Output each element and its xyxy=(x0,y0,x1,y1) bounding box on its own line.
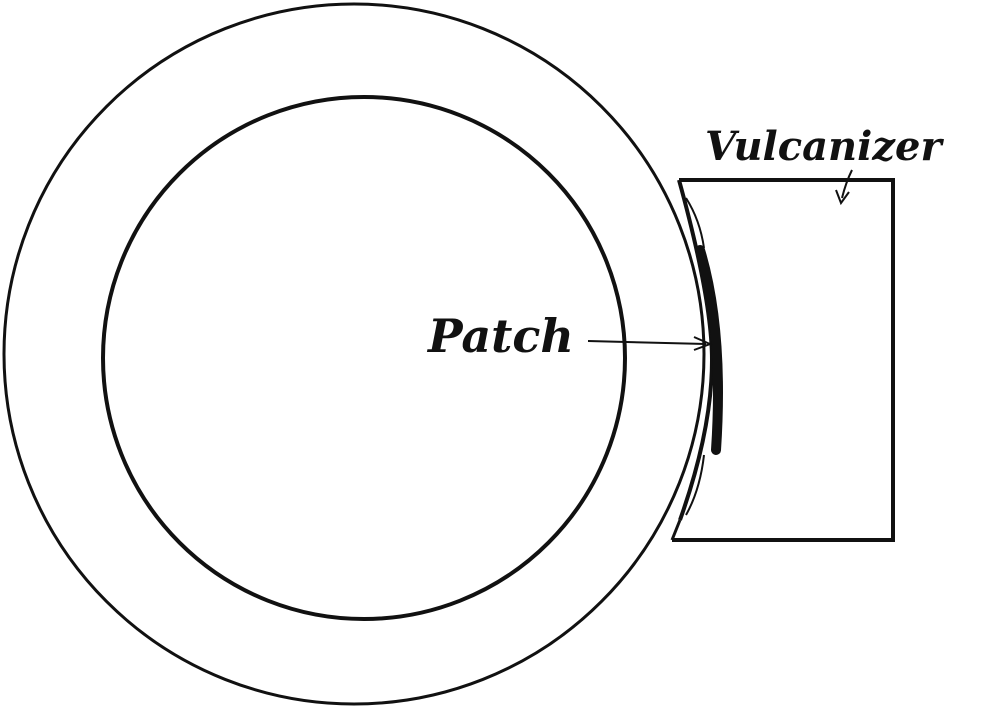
patch-arrow-line xyxy=(587,340,707,345)
tire-outer-circle xyxy=(2,2,706,706)
patch-arrow-head xyxy=(693,336,713,351)
tire-inner-circle xyxy=(101,95,627,621)
patch-arc xyxy=(695,245,723,455)
clamp-gap-top xyxy=(685,197,705,249)
vulcanizer-arrow-line xyxy=(841,169,853,199)
vulcanizer-label: Vulcanizer xyxy=(705,123,944,170)
patch-label: Patch xyxy=(426,309,574,363)
vulcanizer-box-left-bottom xyxy=(670,519,682,541)
vulcanizer-arrow-head xyxy=(835,189,850,206)
clamp-gap-bottom xyxy=(685,454,705,516)
vulcanizer-box xyxy=(672,178,895,542)
